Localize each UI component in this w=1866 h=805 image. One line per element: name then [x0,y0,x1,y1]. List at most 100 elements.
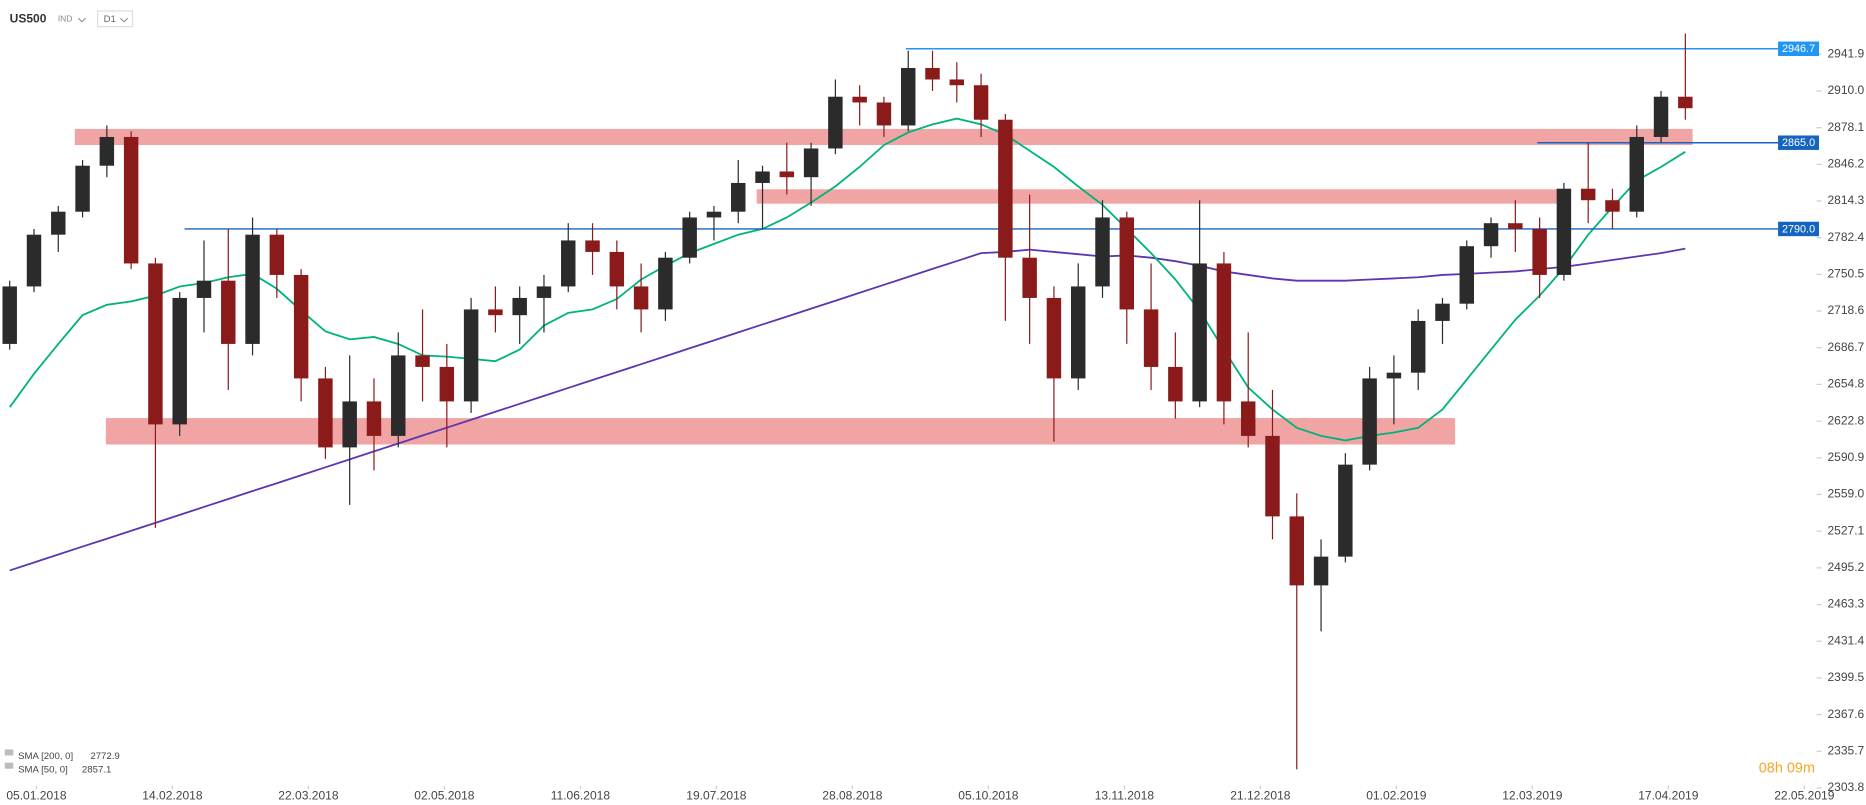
y-tick-label: 2941.9 [1827,46,1864,60]
x-tick-label: 28.08.2018 [822,789,883,803]
candle-body [1435,303,1450,321]
y-tick-label: 2495.2 [1827,560,1864,574]
candle-body [172,297,187,425]
x-tick-label: 05.01.2018 [6,789,67,803]
legend-name: SMA [50, 0] [18,764,68,775]
candle-body [512,297,527,316]
candle-body [148,263,163,425]
interval-box[interactable] [96,10,134,28]
candle-body [51,211,66,235]
y-tick-label: 2463.3 [1827,597,1864,611]
candle-body [706,211,722,218]
legend-icon[interactable] [4,762,14,769]
candle-body [925,67,940,80]
candle-body [1678,96,1693,109]
candle-body [731,182,746,212]
candle-body [415,355,430,367]
candle-body [1580,188,1596,201]
candle-body [1386,372,1402,379]
candle-body [269,234,285,275]
header: US500 IND D1 [10,10,134,28]
candle-body [342,401,357,448]
y-tick-label: 2814.3 [1827,193,1864,207]
x-tick-label: 12.03.2019 [1502,789,1563,803]
candle-body [1410,320,1426,373]
candle-body [633,286,649,310]
sma-line [9,117,1686,442]
candle-body [536,286,552,298]
candle-body [1168,366,1183,402]
y-tick-label: 2718.6 [1827,303,1864,317]
candle-body [1532,228,1547,275]
candle-body [1362,378,1377,465]
candle-body [852,96,867,103]
candle-body [973,85,989,120]
dropdown-arrow [77,17,86,23]
legend-icon[interactable] [4,749,14,756]
x-tick-label: 14.02.2018 [142,789,203,803]
candle-body [488,309,503,316]
candle-body [123,136,139,264]
candle-body [1338,464,1353,557]
y-tick-label: 2846.2 [1827,157,1864,171]
level-tag [1778,41,1820,57]
legend-value: 2857.1 [82,764,111,775]
level-label: 2865.0 [1782,137,1815,149]
zone [756,189,1569,204]
candle-body [1313,556,1329,586]
candle-body [318,378,333,448]
y-tick-label: 2399.5 [1827,670,1864,684]
candle-body [1095,217,1110,287]
candle-body [1216,263,1232,402]
interval[interactable]: D1 [104,14,116,25]
y-tick-label: 2750.5 [1827,267,1864,281]
y-tick-label: 2878.1 [1827,120,1864,134]
x-tick-label: 22.05.2019 [1774,789,1835,803]
x-tick-label: 19.07.2018 [686,789,747,803]
candle-body [1605,200,1620,212]
y-tick-label: 2303.8 [1827,780,1864,794]
y-tick-label: 2910.0 [1827,83,1864,97]
x-tick-label: 22.03.2018 [278,789,339,803]
sma-line [9,247,1686,572]
candle-body [245,234,260,344]
candle-body [1119,217,1135,310]
timer: 08h 09m [1759,761,1815,777]
candle-body [876,102,892,126]
candle-body [1070,286,1086,379]
candle-body [99,136,115,166]
candle-body [682,217,697,258]
legend-value: 2772.9 [90,751,119,762]
candle-body [585,240,600,252]
x-tick-label: 11.06.2018 [551,789,611,803]
y-tick-label: 2335.7 [1827,743,1864,757]
candle-body [901,67,916,126]
x-tick-label: 13.11.2018 [1095,789,1155,803]
candle-body [1653,96,1669,137]
symbol: US500 [10,12,47,26]
candle-body [2,286,17,344]
instrument-type[interactable]: IND [58,14,73,24]
x-tick-label: 01.02.2019 [1366,789,1427,803]
candle-body [803,148,819,178]
candle-body [755,171,770,183]
level-label: 2790.0 [1782,223,1815,235]
candle-body [366,401,382,436]
level-label: 2946.7 [1782,43,1815,55]
x-tick-label: 17.04.2019 [1638,789,1699,803]
x-tick-label: 21.12.2018 [1230,789,1291,803]
candle-body [1265,435,1280,517]
candle-body [196,280,212,298]
candle-body [75,165,90,212]
candle-body [1143,309,1159,367]
candle-body [1240,401,1256,436]
candle-body [221,280,236,344]
candle-body [828,96,843,149]
y-tick-label: 2654.8 [1827,377,1864,391]
candle-body [658,257,673,310]
y-tick-label: 2431.4 [1827,633,1864,647]
candle-body [1556,188,1572,275]
candle-body [779,171,795,178]
